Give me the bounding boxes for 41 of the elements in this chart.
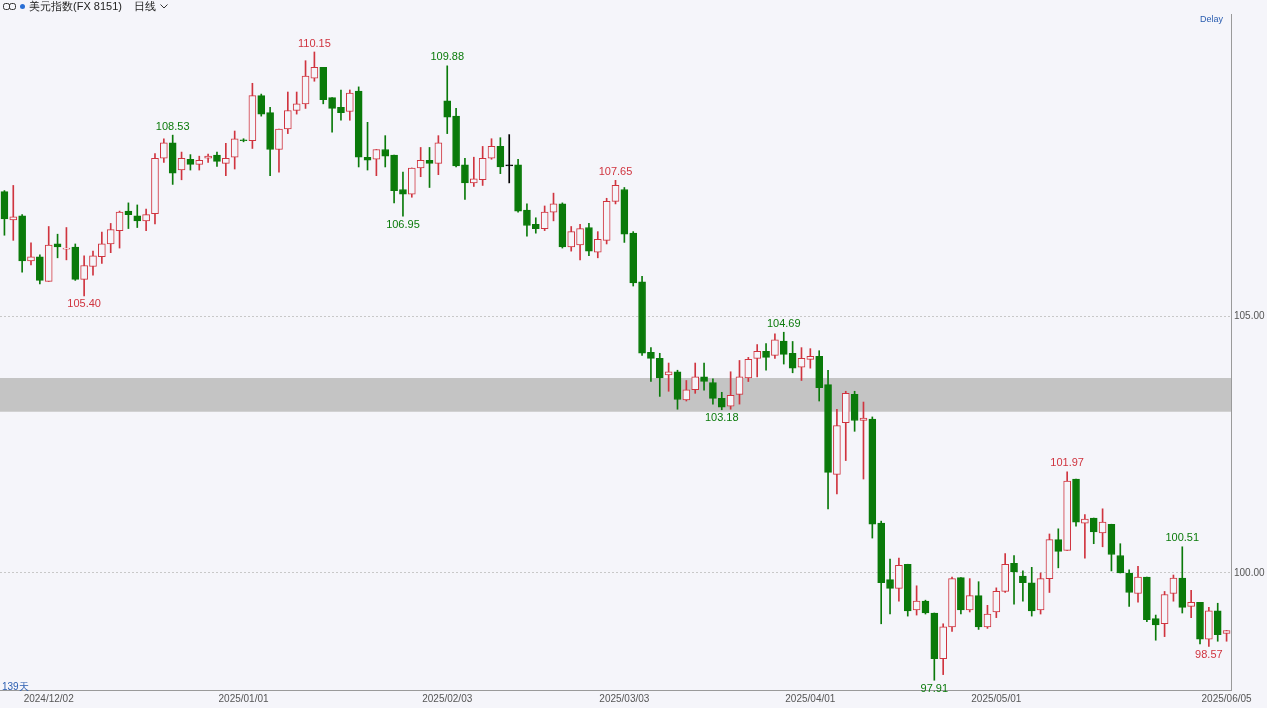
- candlestick: [381, 135, 390, 168]
- candlestick: [762, 343, 770, 371]
- candlestick: [222, 143, 230, 177]
- chart-title: 美元指数(FX 8151): [29, 0, 122, 14]
- candlestick: [337, 89, 345, 121]
- candlestick: [886, 558, 894, 615]
- candlestick: [753, 344, 762, 378]
- text: 97.91: [920, 681, 949, 694]
- text: 103.18: [704, 411, 739, 424]
- x-tick-label: 2025/03/03: [599, 692, 650, 704]
- candlestick: [1081, 514, 1089, 559]
- text: 100.51: [1165, 531, 1200, 544]
- x-tick-label: 2025/02/03: [422, 692, 473, 704]
- chart-subtitle: 日线: [133, 0, 156, 14]
- text: 105.40: [67, 297, 101, 310]
- text: 109.88: [430, 50, 465, 63]
- candlestick: [9, 185, 18, 241]
- candlestick: [469, 156, 478, 187]
- x-tick-label: 2025/04/01: [785, 692, 836, 704]
- candlestick: [505, 134, 514, 184]
- annotation: Delay: [1199, 14, 1223, 24]
- candlestick: [700, 362, 708, 391]
- candlestick: [1019, 570, 1027, 602]
- candlestick: [1187, 590, 1195, 618]
- text: 104.69: [766, 316, 801, 329]
- candlestick: [399, 171, 407, 217]
- candlestick: [1010, 555, 1018, 605]
- text: 98.57: [1195, 647, 1223, 660]
- text: 101.97: [1050, 456, 1084, 469]
- x-tick-label: 2024/12/02: [23, 692, 75, 704]
- x-tick-label: 2025/01/01: [218, 692, 269, 704]
- x-tick-label: 2025/05/01: [971, 692, 1022, 704]
- text: 107.65: [598, 164, 633, 177]
- text: 110.15: [297, 36, 331, 49]
- text: 108.53: [155, 119, 190, 132]
- candlestick: [647, 347, 655, 382]
- y-tick-label: 100.00: [1234, 566, 1266, 578]
- text: 106.95: [386, 217, 420, 230]
- annotation: 139天: [2, 680, 29, 694]
- x-tick-label: 2025/06/05: [1201, 692, 1253, 704]
- y-tick-label: 105.00: [1234, 310, 1266, 322]
